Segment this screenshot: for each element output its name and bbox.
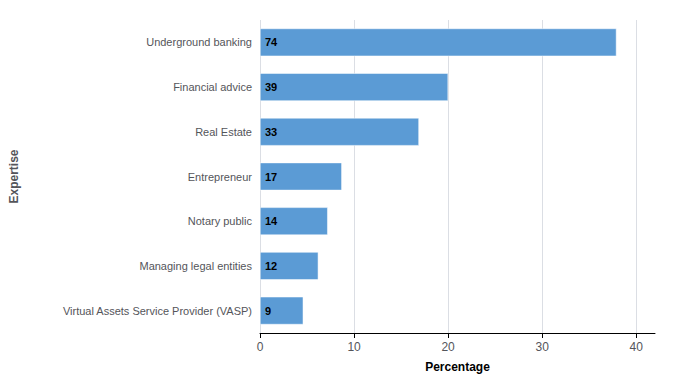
- svg-text:10: 10: [347, 340, 361, 354]
- svg-text:33: 33: [265, 126, 277, 138]
- svg-text:40: 40: [630, 340, 644, 354]
- svg-text:Financial advice: Financial advice: [173, 81, 252, 93]
- svg-text:17: 17: [265, 171, 277, 183]
- svg-text:12: 12: [265, 260, 277, 272]
- svg-text:30: 30: [535, 340, 549, 354]
- svg-text:Underground banking: Underground banking: [146, 36, 252, 48]
- svg-text:74: 74: [265, 36, 278, 48]
- svg-text:9: 9: [265, 305, 271, 317]
- svg-text:14: 14: [265, 215, 278, 227]
- svg-text:Notary public: Notary public: [188, 215, 253, 227]
- svg-text:Entrepreneur: Entrepreneur: [188, 171, 253, 183]
- svg-text:Real Estate: Real Estate: [195, 126, 252, 138]
- svg-text:Managing legal entities: Managing legal entities: [139, 260, 252, 272]
- svg-text:Expertise: Expertise: [7, 149, 21, 203]
- svg-text:Virtual Assets Service Provide: Virtual Assets Service Provider (VASP): [63, 305, 252, 317]
- svg-text:0: 0: [257, 340, 264, 354]
- svg-text:Percentage: Percentage: [425, 360, 490, 374]
- svg-text:39: 39: [265, 81, 277, 93]
- svg-text:20: 20: [441, 340, 455, 354]
